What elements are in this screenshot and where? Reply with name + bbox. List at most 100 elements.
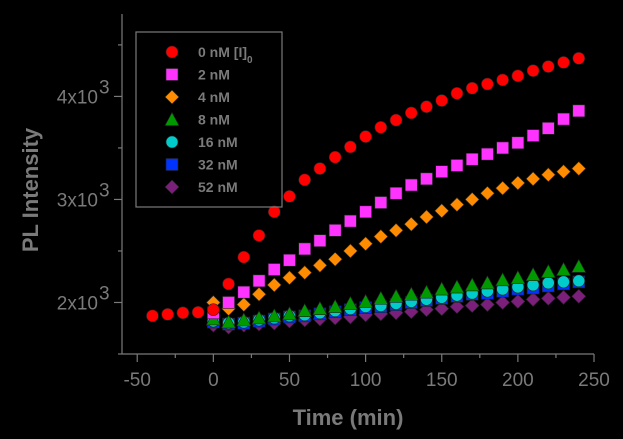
point-4-nm xyxy=(525,171,541,187)
point-2-nm xyxy=(389,186,403,200)
point-0-nm-i xyxy=(283,190,296,203)
point-16-nm xyxy=(572,274,586,288)
point-0-nm-i xyxy=(344,140,357,154)
point-0-nm-i xyxy=(450,87,464,100)
point-4-nm xyxy=(540,167,556,183)
point-52-nm xyxy=(571,288,587,304)
point-8-nm xyxy=(479,275,495,290)
y-tick-label: 2x10 xyxy=(57,293,98,314)
point-8-nm xyxy=(434,281,450,296)
point-8-nm xyxy=(495,272,511,287)
point-2-nm xyxy=(374,196,388,209)
point-8-nm xyxy=(388,288,404,303)
point-8-nm xyxy=(525,267,541,281)
point-4-nm xyxy=(510,175,526,191)
data-marks xyxy=(146,52,587,335)
point-8-nm xyxy=(556,261,572,276)
point-2-nm xyxy=(465,152,479,166)
x-tick-label: 200 xyxy=(502,370,534,391)
point-8-nm xyxy=(221,314,237,329)
point-0-nm-i xyxy=(298,173,312,187)
point-52-nm xyxy=(464,298,480,314)
y-tick-exponent: 3 xyxy=(99,180,110,201)
point-8-nm xyxy=(312,301,328,315)
legend-marker xyxy=(165,158,179,171)
point-2-nm xyxy=(313,234,327,247)
x-tick-label: 150 xyxy=(426,370,458,391)
point-2-nm xyxy=(526,129,540,142)
y-tick-label: 3x10 xyxy=(57,190,98,211)
point-4-nm xyxy=(479,185,495,201)
point-8-nm xyxy=(358,293,374,308)
point-0-nm-i xyxy=(146,309,159,323)
point-4-nm xyxy=(464,192,480,207)
point-0-nm-i xyxy=(511,69,525,83)
point-52-nm xyxy=(434,301,450,317)
point-0-nm-i xyxy=(374,121,388,134)
point-2-nm xyxy=(435,165,449,178)
point-8-nm xyxy=(281,306,297,321)
point-8-nm xyxy=(510,270,526,285)
x-axis-title: Time (min) xyxy=(293,405,404,430)
point-2-nm xyxy=(404,178,418,192)
point-2-nm xyxy=(267,263,281,276)
point-8-nm xyxy=(327,298,343,313)
y-tick-label: 4x10 xyxy=(57,87,98,108)
point-2-nm xyxy=(298,242,312,256)
point-4-nm xyxy=(266,277,282,293)
point-4-nm xyxy=(342,243,358,259)
point-2-nm xyxy=(511,136,525,150)
point-0-nm-i xyxy=(207,303,220,316)
point-0-nm-i xyxy=(526,64,540,77)
point-2-nm xyxy=(283,253,296,267)
point-16-nm xyxy=(557,275,570,289)
legend: 0 nM [I]02 nM 4 nM 8 nM 16 nM 32 nM 52 nM xyxy=(135,31,283,208)
point-0-nm-i xyxy=(572,52,586,65)
point-4-nm xyxy=(388,222,404,238)
x-tick-label: 0 xyxy=(208,370,219,391)
point-8-nm xyxy=(464,277,480,292)
axes xyxy=(121,14,594,355)
point-52-nm xyxy=(525,291,541,307)
point-4-nm xyxy=(297,265,313,281)
legend-label: 8 nM xyxy=(198,112,230,128)
legend-marker xyxy=(165,45,179,59)
point-2-nm xyxy=(252,274,266,288)
point-16-nm xyxy=(542,276,555,290)
point-8-nm xyxy=(540,263,556,278)
point-8-nm xyxy=(571,258,587,273)
point-8-nm xyxy=(403,286,419,301)
x-tick-label: 50 xyxy=(279,370,300,391)
point-0-nm-i xyxy=(389,113,403,127)
point-4-nm xyxy=(571,161,587,176)
point-4-nm xyxy=(403,216,419,232)
point-0-nm-i xyxy=(237,250,251,264)
point-4-nm xyxy=(327,251,343,267)
point-0-nm-i xyxy=(435,94,449,107)
point-2-nm xyxy=(328,224,342,237)
point-2-nm xyxy=(344,214,357,228)
legend-marker xyxy=(164,111,180,126)
point-8-nm xyxy=(373,290,389,305)
point-0-nm-i xyxy=(328,150,342,164)
point-0-nm-i xyxy=(420,100,433,114)
point-0-nm-i xyxy=(404,106,418,120)
legend-marker xyxy=(164,89,180,105)
point-0-nm-i xyxy=(176,306,190,320)
point-0-nm-i xyxy=(161,308,174,321)
point-8-nm xyxy=(419,284,435,299)
legend-marker xyxy=(165,68,179,81)
legend-marker xyxy=(165,135,179,149)
point-2-nm xyxy=(359,205,372,219)
point-52-nm xyxy=(556,289,571,305)
point-8-nm xyxy=(251,310,267,325)
point-2-nm xyxy=(237,285,251,299)
point-0-nm-i xyxy=(465,81,479,95)
y-tick-exponent: 3 xyxy=(99,283,110,304)
point-2-nm xyxy=(542,122,555,135)
point-4-nm xyxy=(282,270,297,286)
point-8-nm xyxy=(297,303,313,318)
point-8-nm xyxy=(449,279,465,294)
